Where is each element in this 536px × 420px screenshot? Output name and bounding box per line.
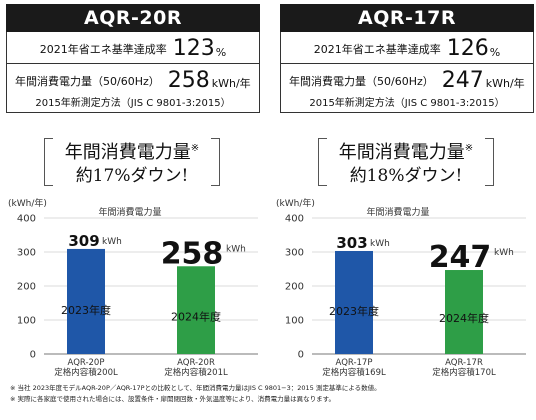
callout-heading: 年間消費電力量 [64, 142, 191, 163]
bracket-right [211, 138, 220, 186]
x-category-label: AQR-20R [177, 358, 215, 368]
bracket-left [318, 138, 327, 186]
y-tick-label: 400 [17, 214, 36, 225]
efficiency-value: 126 [446, 36, 489, 61]
energy-unit: kWh/年 [485, 77, 525, 90]
bar-year-label: 2024年度 [439, 311, 489, 325]
efficiency-label: 2021年省エネ基準達成率 [39, 43, 167, 56]
efficiency-label: 2021年省エネ基準達成率 [313, 43, 441, 56]
footnote-mark: ※ [464, 143, 474, 154]
energy-value: 247 [441, 68, 484, 93]
spec-panel-aqr-20r: AQR-20R 2021年省エネ基準達成率 123 % 年間消費電力量（50/6… [6, 4, 260, 113]
bracket-right [485, 138, 494, 186]
efficiency-row: 2021年省エネ基準達成率 126 % [281, 32, 533, 64]
reduction-callout: 年間消費電力量※ 約18%ダウン! [318, 136, 494, 188]
x-category-label: 定格内容積200L [54, 367, 118, 378]
energy-unit: kWh/年 [211, 77, 251, 90]
y-tick-label: 400 [285, 214, 304, 225]
spec-panel-aqr-17r: AQR-17R 2021年省エネ基準達成率 126 % 年間消費電力量（50/6… [280, 4, 534, 113]
y-tick-label: 300 [17, 248, 36, 259]
y-tick-label: 100 [285, 316, 304, 327]
efficiency-unit: % [489, 46, 501, 59]
chart-title: 年間消費電力量 [98, 206, 161, 218]
bar-year-label: 2023年度 [329, 304, 379, 318]
value-label: 309 [68, 232, 99, 250]
energy-row: 年間消費電力量（50/60Hz） 258 kWh/年 2015年新測定方法（JI… [7, 64, 259, 112]
value-label: 303 [336, 234, 367, 252]
x-category-label: AQR-20P [68, 358, 105, 368]
y-tick-label: 0 [298, 350, 304, 361]
efficiency-value: 123 [172, 36, 215, 61]
x-category-label: 定格内容積170L [432, 367, 496, 378]
callout-reduction: 約17%ダウン! [75, 166, 189, 186]
bracket-left [44, 138, 53, 186]
callout-heading: 年間消費電力量 [338, 142, 465, 163]
value-unit: kWh [226, 244, 246, 254]
bar [177, 266, 215, 354]
value-label: 258 [161, 236, 224, 271]
x-category-label: 定格内容積169L [322, 367, 386, 378]
y-tick-label: 100 [17, 316, 36, 327]
energy-value: 258 [167, 68, 210, 93]
spec-box: 2021年省エネ基準達成率 123 % 年間消費電力量（50/60Hz） 258… [6, 32, 260, 113]
measurement-method: 2015年新測定方法（JIS C 9801-3:2015） [35, 98, 231, 109]
efficiency-row: 2021年省エネ基準達成率 123 % [7, 32, 259, 64]
bar-chart-aqr-17: (kWh/年) 年間消費電力量 0 100 200 300 400 303 kWh 2023年度 A… [268, 196, 536, 380]
bar-year-label: 2024年度 [171, 310, 221, 324]
reduction-callout: 年間消費電力量※ 約17%ダウン! [44, 136, 220, 188]
footnote: ※ 当社 2023年度モデルAQR-20P／AQR-17Pとの比較として、年間消… [10, 384, 381, 392]
energy-row: 年間消費電力量（50/60Hz） 247 kWh/年 2015年新測定方法（JI… [281, 64, 533, 112]
y-tick-label: 300 [285, 248, 304, 259]
model-name: AQR-17R [280, 4, 534, 32]
bar-chart-aqr-20: (kWh/年) 年間消費電力量 0 100 200 300 400 309 kWh 2023年度 A… [0, 196, 268, 380]
bar [67, 248, 105, 354]
spec-box: 2021年省エネ基準達成率 126 % 年間消費電力量（50/60Hz） 247… [280, 32, 534, 113]
model-name: AQR-20R [6, 4, 260, 32]
footnote-mark: ※ [190, 143, 200, 154]
value-unit: kWh [102, 237, 122, 247]
y-axis-label: (kWh/年) [276, 197, 315, 209]
y-tick-label: 200 [17, 282, 36, 293]
footnote: ※ 実際に各家庭で使用された場合には、設置条件・扉開閉回数・外気温度等により、消… [10, 395, 335, 403]
x-category-label: 定格内容積201L [164, 367, 228, 378]
efficiency-unit: % [215, 46, 227, 59]
energy-label: 年間消費電力量（50/60Hz） [15, 75, 160, 88]
value-unit: kWh [370, 239, 390, 249]
y-tick-label: 0 [30, 350, 36, 361]
y-tick-label: 200 [285, 282, 304, 293]
x-category-label: AQR-17R [445, 358, 483, 368]
bar [335, 250, 373, 354]
energy-label: 年間消費電力量（50/60Hz） [289, 75, 434, 88]
value-label: 247 [429, 240, 492, 275]
value-unit: kWh [494, 248, 514, 258]
bar-year-label: 2023年度 [61, 303, 111, 317]
x-category-label: AQR-17P [336, 358, 373, 368]
callout-reduction: 約18%ダウン! [349, 166, 463, 186]
y-axis-label: (kWh/年) [8, 197, 47, 209]
chart-title: 年間消費電力量 [366, 206, 429, 218]
bar [445, 270, 483, 354]
measurement-method: 2015年新測定方法（JIS C 9801-3:2015） [309, 98, 505, 109]
